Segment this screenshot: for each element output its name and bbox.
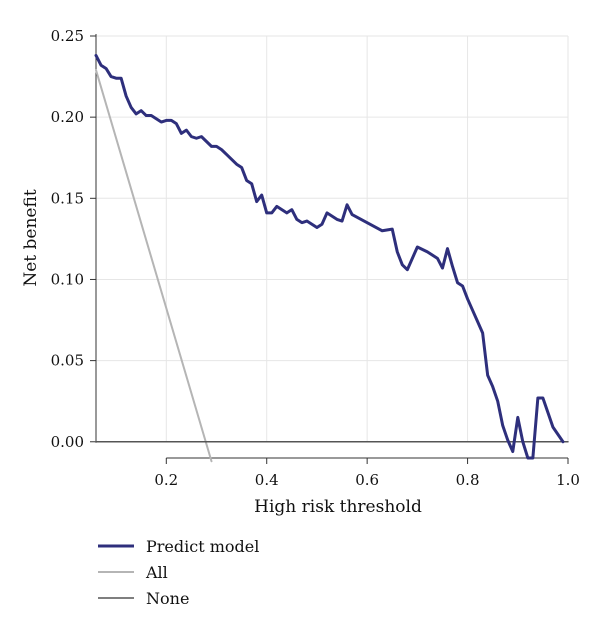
y-axis-label: Net benefit: [21, 189, 41, 286]
y-tick-label-5: 0.25: [51, 27, 84, 45]
legend: Predict model All None: [98, 533, 259, 611]
x-tick-label-0: 0.2: [154, 471, 178, 489]
legend-item-all: All: [98, 559, 259, 585]
x-tick-label-4: 1.0: [556, 471, 580, 489]
legend-label-all: All: [146, 562, 168, 582]
x-tick-label-2: 0.6: [355, 471, 379, 489]
legend-item-none: None: [98, 585, 259, 611]
series-line-predict-model: [94, 53, 565, 460]
grid: [96, 35, 569, 443]
x-tick-label-1: 0.4: [255, 471, 279, 489]
legend-swatch-all: [98, 571, 134, 573]
y-tick-label-2: 0.10: [51, 270, 84, 288]
y-tick-label-1: 0.05: [51, 352, 84, 370]
y-tick-label-0: 0.00: [51, 433, 84, 451]
legend-swatch-none: [98, 597, 134, 599]
y-tick-label-3: 0.15: [51, 189, 84, 207]
y-tick-label-4: 0.20: [51, 108, 84, 126]
x-axis-label: High risk threshold: [254, 497, 422, 517]
legend-swatch-predict-model: [98, 544, 134, 548]
x-tick-label-3: 0.8: [456, 471, 480, 489]
legend-label-none: None: [146, 588, 190, 608]
axes: [90, 34, 569, 464]
legend-item-predict-model: Predict model: [98, 533, 259, 559]
series-line-all: [95, 69, 213, 463]
legend-label-predict-model: Predict model: [146, 536, 260, 556]
tick-labels: 0.00 0.05 0.10 0.15 0.20 0.25 0.2 0.4 0.6 0.8 1.0: [51, 27, 580, 489]
series-lines: [94, 53, 569, 463]
